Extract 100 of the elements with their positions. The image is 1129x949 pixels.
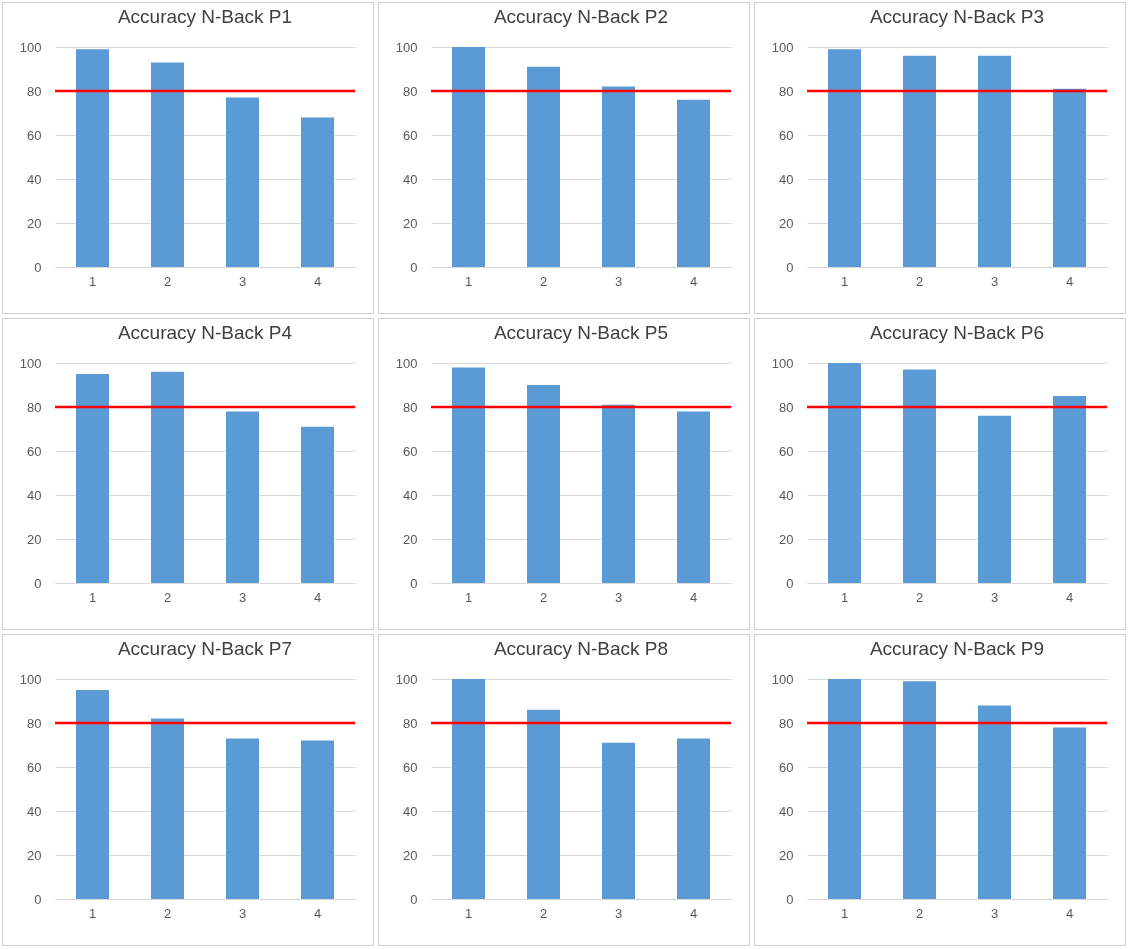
x-tick-label: 2 xyxy=(163,273,172,289)
y-tick-label: 0 xyxy=(410,891,418,907)
bar xyxy=(602,404,635,583)
y-tick-label: 80 xyxy=(27,83,42,99)
x-tick-label: 1 xyxy=(464,905,473,921)
bar xyxy=(1053,396,1086,583)
x-tick-label: 2 xyxy=(539,589,548,605)
y-tick-label: 80 xyxy=(779,83,794,99)
y-tick-label: 100 xyxy=(19,671,42,687)
x-tick-label: 3 xyxy=(238,589,247,605)
y-tick-label: 40 xyxy=(27,487,42,503)
x-tick-label: 2 xyxy=(915,273,924,289)
x-tick-label: 1 xyxy=(840,273,849,289)
x-tick-label: 4 xyxy=(689,273,698,289)
y-tick-label: 40 xyxy=(403,487,418,503)
bar xyxy=(602,86,635,267)
y-tick-label: 60 xyxy=(779,443,794,459)
x-tick-label: 1 xyxy=(464,273,473,289)
chart-title: Accuracy N-Back P7 xyxy=(117,638,293,659)
y-tick-label: 0 xyxy=(786,891,794,907)
y-tick-label: 40 xyxy=(779,803,794,819)
y-tick-label: 60 xyxy=(779,127,794,143)
y-tick-label: 60 xyxy=(779,759,794,775)
y-tick-label: 0 xyxy=(34,891,42,907)
y-tick-label: 0 xyxy=(410,575,418,591)
bar xyxy=(226,411,259,583)
y-tick-label: 80 xyxy=(403,399,418,415)
bar xyxy=(151,62,184,267)
x-tick-label: 2 xyxy=(915,905,924,921)
y-tick-label: 60 xyxy=(27,443,42,459)
bar xyxy=(828,363,861,583)
chart-title: Accuracy N-Back P5 xyxy=(493,322,669,343)
chart-title: Accuracy N-Back P4 xyxy=(117,322,293,343)
y-tick-label: 20 xyxy=(27,215,42,231)
bar xyxy=(452,679,485,899)
x-tick-label: 3 xyxy=(614,589,623,605)
bar xyxy=(76,49,109,267)
x-tick-label: 2 xyxy=(539,905,548,921)
x-tick-label: 3 xyxy=(238,273,247,289)
bar xyxy=(978,705,1011,899)
y-tick-label: 100 xyxy=(395,671,418,687)
x-tick-label: 1 xyxy=(464,589,473,605)
y-tick-label: 20 xyxy=(403,215,418,231)
x-tick-label: 4 xyxy=(313,589,322,605)
y-tick-label: 0 xyxy=(34,259,42,275)
chart-title: Accuracy N-Back P8 xyxy=(493,638,669,659)
y-tick-label: 100 xyxy=(395,39,418,55)
y-tick-label: 80 xyxy=(779,399,794,415)
x-tick-label: 4 xyxy=(313,273,322,289)
y-tick-label: 60 xyxy=(27,759,42,775)
y-tick-label: 80 xyxy=(403,715,418,731)
y-tick-label: 100 xyxy=(771,355,794,371)
chart-title: Accuracy N-Back P1 xyxy=(117,6,293,27)
x-tick-label: 4 xyxy=(1065,905,1074,921)
x-tick-label: 2 xyxy=(163,905,172,921)
x-tick-label: 3 xyxy=(614,905,623,921)
y-tick-label: 0 xyxy=(34,575,42,591)
bar xyxy=(1053,727,1086,899)
y-tick-label: 80 xyxy=(27,399,42,415)
y-tick-label: 80 xyxy=(403,83,418,99)
x-tick-label: 2 xyxy=(163,589,172,605)
x-tick-label: 1 xyxy=(88,273,97,289)
bar xyxy=(452,47,485,267)
x-tick-label: 3 xyxy=(614,273,623,289)
bar xyxy=(301,426,334,583)
bar xyxy=(301,740,334,899)
y-tick-label: 60 xyxy=(403,127,418,143)
bar xyxy=(828,679,861,899)
y-tick-label: 20 xyxy=(403,847,418,863)
bar xyxy=(903,55,936,267)
y-tick-label: 100 xyxy=(19,39,42,55)
y-tick-label: 80 xyxy=(779,715,794,731)
y-tick-label: 60 xyxy=(27,127,42,143)
y-tick-label: 100 xyxy=(395,355,418,371)
y-tick-label: 20 xyxy=(27,847,42,863)
x-tick-label: 1 xyxy=(88,589,97,605)
chart-title: Accuracy N-Back P3 xyxy=(869,6,1045,27)
bar xyxy=(1053,88,1086,267)
y-tick-label: 100 xyxy=(19,355,42,371)
x-tick-label: 4 xyxy=(313,905,322,921)
y-tick-label: 80 xyxy=(27,715,42,731)
y-tick-label: 20 xyxy=(27,531,42,547)
y-tick-label: 40 xyxy=(779,487,794,503)
x-tick-label: 2 xyxy=(539,273,548,289)
bar xyxy=(76,690,109,899)
bar xyxy=(226,97,259,267)
y-tick-label: 0 xyxy=(786,575,794,591)
y-tick-label: 60 xyxy=(403,759,418,775)
x-tick-label: 4 xyxy=(1065,589,1074,605)
y-tick-label: 20 xyxy=(403,531,418,547)
y-tick-label: 0 xyxy=(786,259,794,275)
chart-title: Accuracy N-Back P6 xyxy=(869,322,1045,343)
bar xyxy=(527,66,560,267)
bar xyxy=(828,49,861,267)
bar xyxy=(677,738,710,899)
bar xyxy=(151,371,184,583)
x-tick-label: 4 xyxy=(1065,273,1074,289)
y-tick-label: 20 xyxy=(779,847,794,863)
x-tick-label: 1 xyxy=(840,905,849,921)
y-tick-label: 100 xyxy=(771,39,794,55)
